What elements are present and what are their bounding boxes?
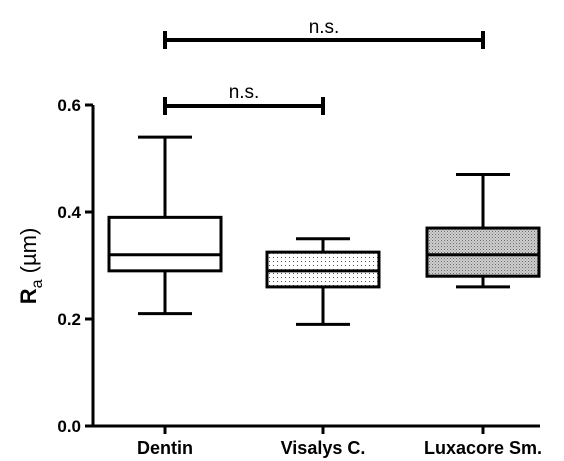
significance-label: n.s. [309, 17, 340, 38]
iqr-box [107, 215, 223, 273]
y-tick-label: 0.6 [57, 96, 81, 115]
y-axis-label-subscript: a [29, 279, 46, 288]
significance-bracket: n.s. [163, 82, 325, 115]
box-dentin [107, 135, 223, 316]
box-visalys-c [265, 237, 381, 326]
x-tick-label: Luxacore Sm. [424, 438, 542, 458]
box-luxacore-sm [425, 173, 541, 289]
axes: 0.0 0.2 0.4 0.6 Dentin Visalys C. Luxacore Sm. [57, 96, 542, 458]
iqr-box [425, 226, 541, 278]
significance-label: n.s. [229, 82, 260, 103]
y-tick-label: 0.2 [57, 310, 81, 329]
significance-bracket: n.s. [163, 17, 485, 49]
x-tick-label: Visalys C. [281, 438, 366, 458]
y-axis-label: Ra (µm) [16, 228, 46, 305]
y-tick-label: 0.4 [57, 203, 81, 222]
y-axis-title: Ra (µm) [16, 228, 46, 305]
y-axis-label-unit: (µm) [16, 228, 41, 280]
y-axis-label-main: R [16, 288, 41, 304]
boxes [107, 135, 541, 326]
significance-brackets: n.s. n.s. [163, 17, 485, 115]
x-tick-label: Dentin [137, 438, 193, 458]
y-tick-label: 0.0 [57, 417, 81, 436]
